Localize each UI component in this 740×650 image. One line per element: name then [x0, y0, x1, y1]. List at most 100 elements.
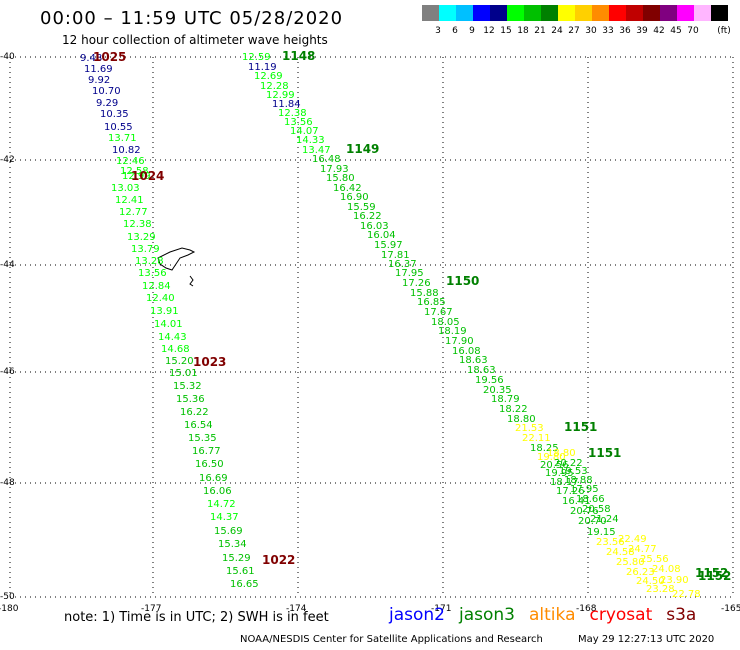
wave-height-reading: 21.53	[515, 423, 544, 434]
wave-height-reading: 9.29	[96, 98, 118, 109]
wave-height-reading: 24.77	[628, 544, 657, 555]
longitude-tick-label: -177	[141, 604, 162, 614]
latitude-tick-label: -42	[0, 155, 15, 165]
legend-swatch	[643, 5, 660, 21]
track-id-label: 1152	[695, 566, 728, 580]
track-id-label: 1025	[93, 50, 126, 64]
legend-swatch	[541, 5, 558, 21]
wave-height-reading: 18.80	[547, 448, 576, 459]
legend-swatch	[711, 5, 728, 21]
wave-height-reading: 14.01	[154, 319, 183, 330]
legend-swatch	[490, 5, 507, 21]
legend-label: 27	[568, 26, 580, 36]
track-id-label: 1150	[446, 274, 479, 288]
wave-height-reading: 16.04	[367, 230, 396, 241]
legend-swatch	[694, 5, 711, 21]
wave-height-reading: 14.37	[210, 512, 239, 523]
wave-height-reading: 19.56	[475, 375, 504, 386]
wave-height-reading: 12.99	[122, 171, 151, 182]
wave-height-reading: 13.71	[108, 133, 137, 144]
wave-height-reading: 20.35	[483, 385, 512, 396]
wave-height-reading: 12.41	[115, 195, 144, 206]
wave-height-reading: 15.88	[410, 288, 439, 299]
legend-label: 33	[602, 26, 614, 36]
legend-label: 24	[551, 26, 563, 36]
longitude-tick-label: -180	[0, 604, 19, 614]
latitude-tick-label: -46	[0, 367, 15, 377]
satellite-name: jason2	[389, 605, 445, 625]
legend-label: 15	[500, 26, 512, 36]
latitude-tick-label: -48	[0, 478, 15, 488]
legend-label: 3	[435, 26, 441, 36]
wave-height-reading: 16.37	[388, 259, 417, 270]
wave-height-reading: 25.56	[640, 554, 669, 565]
wave-height-reading: 12.46	[116, 156, 145, 167]
track-id-label: 1149	[346, 142, 379, 156]
page-title: 00:00 – 11:59 UTC 05/28/2020	[40, 8, 344, 29]
legend-swatch	[473, 5, 490, 21]
wave-height-reading: 16.22	[353, 211, 382, 222]
wave-height-reading: 13.29	[127, 232, 156, 243]
legend-swatch	[660, 5, 677, 21]
wave-height-reading: 18.22	[499, 404, 528, 415]
footnote: note: 1) Time is in UTC; 2) SWH is in fe…	[64, 610, 329, 625]
wave-height-reading: 14.68	[161, 344, 190, 355]
legend-label: 21	[534, 26, 546, 36]
wave-height-reading: 12.77	[119, 207, 148, 218]
satellite-legend: jason2 jason3 altika cryosat s3a	[389, 605, 710, 625]
wave-height-reading: 13.28	[135, 256, 164, 267]
longitude-tick-label: -168	[576, 604, 597, 614]
wave-height-reading: 13.79	[131, 244, 160, 255]
wave-height-reading: 24.58	[606, 547, 635, 558]
wave-height-reading: 15.59	[347, 202, 376, 213]
wave-height-reading: 11.69	[84, 64, 113, 75]
legend-swatch	[592, 5, 609, 21]
legend-label: 36	[619, 26, 631, 36]
wave-height-reading: 12.99	[266, 90, 295, 101]
wave-height-reading: 23.90	[660, 575, 689, 586]
wave-height-reading: 18.80	[507, 414, 536, 425]
legend-swatch	[558, 5, 575, 21]
wave-height-reading: 13.56	[138, 268, 167, 279]
wave-height-reading: 21.24	[590, 514, 619, 525]
wave-height-reading: 11.19	[248, 62, 277, 73]
wave-height-reading: 18.63	[467, 365, 496, 376]
wave-height-reading: 14.33	[296, 135, 325, 146]
wave-height-reading: 20.22	[554, 458, 583, 469]
wave-height-reading: 19.80	[537, 452, 566, 463]
wave-height-reading: 15.29	[222, 553, 251, 564]
wave-height-reading: 23.56	[596, 537, 625, 548]
legend-label: 6	[452, 26, 458, 36]
wave-height-reading: 12.38	[278, 108, 307, 119]
legend-label: 18	[517, 26, 529, 36]
wave-height-reading: 18.79	[491, 394, 520, 405]
credit-line: NOAA/NESDIS Center for Satellite Applica…	[240, 634, 543, 645]
wave-height-reading: 18.63	[459, 355, 488, 366]
wave-height-reading: 16.48	[312, 154, 341, 165]
wave-height-reading: 15.01	[169, 368, 198, 379]
wave-height-reading: 17.95	[395, 268, 424, 279]
wave-height-reading: 12.84	[142, 281, 171, 292]
wave-height-reading: 18.05	[431, 317, 460, 328]
wave-height-reading: 14.43	[158, 332, 187, 343]
wave-height-reading: 9.48	[80, 53, 102, 64]
track-id-label: 1022	[262, 553, 295, 567]
longitude-tick-label: -165	[721, 604, 740, 614]
legend-label: 45	[670, 26, 682, 36]
wave-height-reading: 13.91	[150, 306, 179, 317]
wave-height-reading: 12.59	[242, 52, 271, 63]
track-id-label: 1151	[564, 420, 597, 434]
wave-height-reading: 17.26	[556, 486, 585, 497]
wave-height-reading: 10.55	[104, 122, 133, 133]
wave-height-reading: 14.07	[290, 126, 319, 137]
wave-height-reading: 17.67	[424, 307, 453, 318]
wave-height-reading: 15.80	[326, 173, 355, 184]
wave-height-reading: 16.08	[452, 346, 481, 357]
track-id-label: 1151	[588, 446, 621, 460]
wave-height-reading: 16.06	[203, 486, 232, 497]
wave-height-reading: 10.35	[100, 109, 129, 120]
wave-height-reading: 13.56	[284, 117, 313, 128]
satellite-name: altika	[529, 605, 576, 625]
legend-label: 30	[585, 26, 597, 36]
